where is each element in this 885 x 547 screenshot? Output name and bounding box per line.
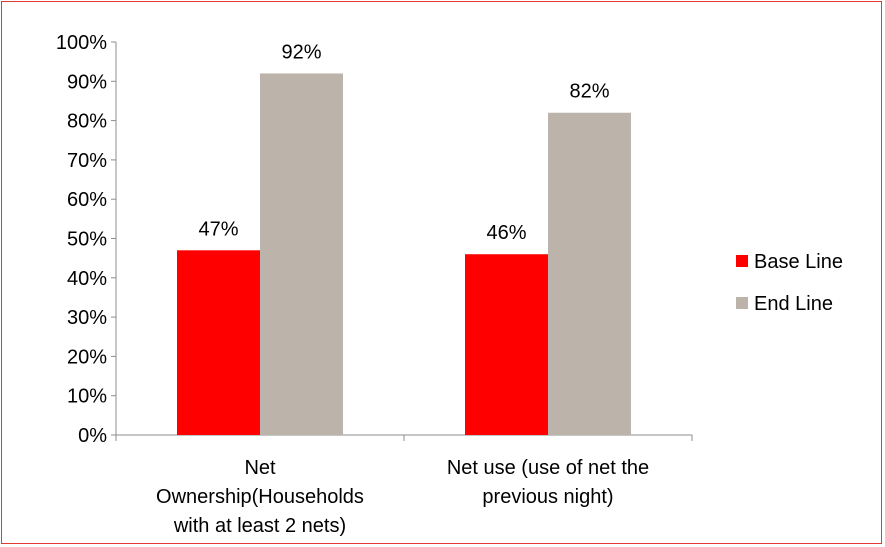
y-tick-label: 100% bbox=[56, 32, 107, 54]
legend-label: End Line bbox=[754, 293, 833, 315]
y-tick-label: 50% bbox=[67, 229, 107, 251]
data-label: 82% bbox=[569, 81, 609, 103]
bar-end-line bbox=[260, 73, 343, 435]
data-label: 47% bbox=[198, 218, 238, 240]
x-category-label: Ownership(Households bbox=[156, 486, 364, 508]
legend-swatch bbox=[736, 297, 748, 309]
data-label: 46% bbox=[486, 222, 526, 244]
y-tick-label: 70% bbox=[67, 150, 107, 172]
y-tick-label: 0% bbox=[78, 425, 107, 447]
y-tick-label: 80% bbox=[67, 111, 107, 133]
y-tick-label: 40% bbox=[67, 268, 107, 290]
y-tick-label: 60% bbox=[67, 189, 107, 211]
legend-label: Base Line bbox=[754, 251, 843, 273]
x-category-label: previous night) bbox=[482, 486, 613, 508]
data-label: 92% bbox=[281, 41, 321, 63]
bar-base-line bbox=[177, 250, 260, 435]
x-category-label: Net use (use of net the bbox=[447, 457, 649, 479]
x-category-label: with at least 2 nets) bbox=[173, 515, 346, 537]
y-tick-label: 10% bbox=[67, 386, 107, 408]
bar-end-line bbox=[548, 112, 631, 436]
y-tick-label: 90% bbox=[67, 71, 107, 93]
y-tick-label: 20% bbox=[67, 346, 107, 368]
bar-base-line bbox=[465, 254, 548, 435]
y-tick-label: 30% bbox=[67, 307, 107, 329]
x-category-label: Net bbox=[244, 457, 276, 479]
legend-swatch bbox=[736, 255, 748, 267]
